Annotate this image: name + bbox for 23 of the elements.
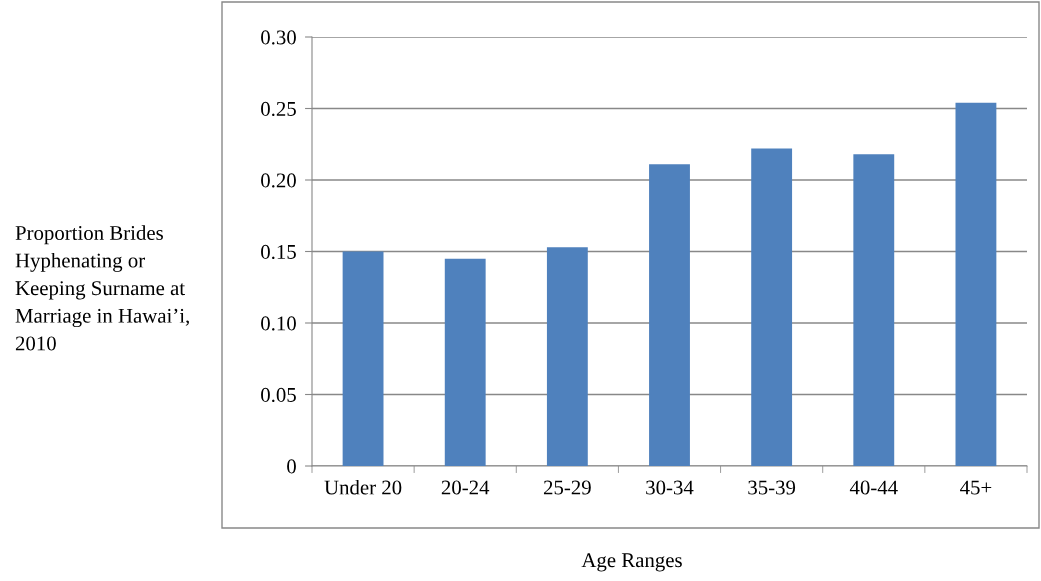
x-tick-label: 25-29: [543, 480, 591, 495]
y-tick-label: 0: [287, 459, 296, 474]
y-tick-label: 0.30: [261, 30, 296, 45]
y-tick-label: 0.05: [261, 387, 296, 403]
x-tick-label: 20-24: [441, 480, 490, 495]
bar: [955, 102, 997, 466]
x-tick-label: Under 20: [324, 479, 402, 495]
y-tick-label: 0.20: [261, 173, 296, 188]
y-tick-label: 0.15: [261, 244, 296, 260]
bar: [853, 154, 895, 466]
bar: [342, 251, 384, 466]
y-axis-title: Proportion Brides Hyphenating or Keeping Surname at Marriage in Hawai’i, 2010: [15, 225, 189, 351]
x-tick-label: 35-39: [748, 480, 796, 495]
y-tick-label: 0.10: [261, 316, 296, 331]
x-axis-title: Age Ranges: [581, 553, 682, 572]
y-tick-label: 0.25: [261, 101, 296, 117]
bar: [444, 258, 486, 466]
x-tick-label: 45+: [960, 480, 992, 495]
x-tick-label: 30-34: [646, 480, 694, 495]
bar: [649, 164, 690, 466]
bar: [546, 247, 588, 466]
bar: [751, 148, 793, 466]
x-tick-label: 40-44: [849, 480, 898, 495]
